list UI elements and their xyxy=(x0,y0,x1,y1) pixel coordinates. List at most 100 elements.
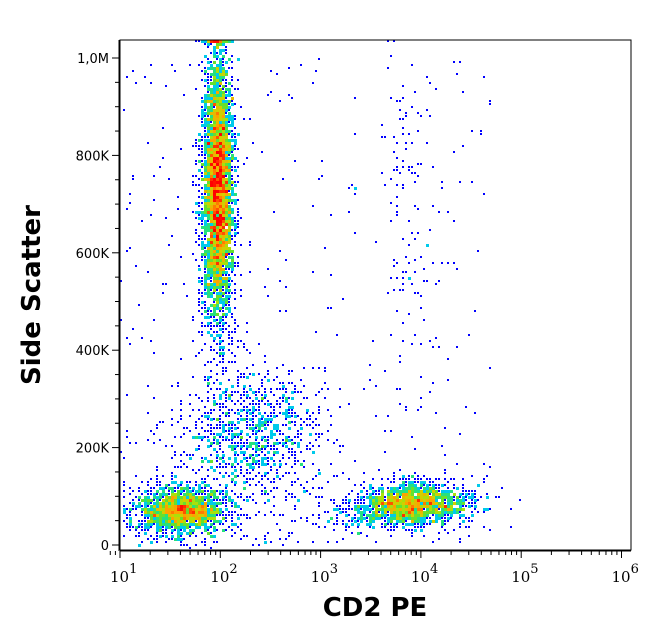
density-cell xyxy=(225,151,228,154)
density-cell xyxy=(156,538,158,540)
density-cell xyxy=(405,517,408,520)
density-cell xyxy=(225,265,228,268)
density-cell xyxy=(390,334,392,336)
density-cell xyxy=(303,466,305,468)
density-cell xyxy=(246,418,248,420)
density-cell xyxy=(234,184,237,187)
density-cell xyxy=(150,499,153,502)
density-cell xyxy=(276,448,278,450)
density-cell xyxy=(225,496,227,498)
density-cell xyxy=(288,409,290,411)
density-cell xyxy=(210,283,213,286)
density-cell xyxy=(252,418,254,420)
density-cell xyxy=(249,463,252,466)
density-cell xyxy=(147,493,149,495)
density-cell xyxy=(366,496,369,499)
density-cell xyxy=(222,262,225,265)
density-cell xyxy=(213,298,216,301)
density-cell xyxy=(258,463,260,465)
density-cell xyxy=(264,445,267,448)
density-cell xyxy=(225,241,228,244)
density-cell xyxy=(252,457,255,460)
density-cell xyxy=(297,436,299,438)
density-cell xyxy=(159,481,161,483)
density-cell xyxy=(216,58,218,60)
density-cell xyxy=(201,415,203,417)
density-cell xyxy=(432,487,435,490)
density-cell xyxy=(243,163,245,165)
density-cell xyxy=(165,505,168,508)
density-cell xyxy=(285,472,287,474)
density-cell xyxy=(249,517,251,519)
density-cell xyxy=(240,472,242,474)
density-cell xyxy=(249,388,252,391)
density-cell xyxy=(228,205,231,208)
density-cell xyxy=(210,148,213,151)
density-cell xyxy=(291,391,294,394)
density-cell xyxy=(444,496,447,499)
density-cell xyxy=(261,394,263,396)
density-cell xyxy=(168,499,171,502)
density-cell xyxy=(423,493,426,496)
density-cell xyxy=(249,436,251,438)
density-cell xyxy=(216,292,219,295)
density-cell xyxy=(222,301,225,304)
density-cell xyxy=(177,466,179,468)
density-cell xyxy=(180,508,183,511)
density-cell xyxy=(222,436,224,438)
density-cell xyxy=(351,508,353,510)
density-cell xyxy=(225,235,228,238)
density-cell xyxy=(204,274,207,277)
density-cell xyxy=(258,343,260,345)
density-cell xyxy=(216,79,219,82)
density-cell xyxy=(222,241,225,244)
density-cell xyxy=(348,514,350,516)
density-cell xyxy=(225,490,228,493)
density-cell xyxy=(405,529,407,531)
density-cell xyxy=(240,508,242,510)
density-cell xyxy=(255,394,257,396)
density-cell xyxy=(219,202,222,205)
density-cell xyxy=(378,499,381,502)
density-cell xyxy=(456,502,459,505)
density-cell xyxy=(183,508,186,511)
density-cell xyxy=(225,136,228,139)
density-cell xyxy=(402,514,405,517)
density-cell xyxy=(189,490,192,493)
density-cell xyxy=(222,391,225,394)
density-cell xyxy=(219,151,222,154)
density-cell xyxy=(198,244,200,246)
density-cell xyxy=(213,514,216,517)
density-cell xyxy=(366,493,368,495)
density-cell xyxy=(246,433,249,436)
density-cell xyxy=(165,520,168,523)
density-cell xyxy=(231,400,233,402)
density-cell xyxy=(195,142,197,144)
density-cell xyxy=(261,379,263,381)
density-cell xyxy=(366,517,368,519)
density-cell xyxy=(204,250,207,253)
density-cell xyxy=(264,475,266,477)
density-cell xyxy=(246,397,248,399)
density-cell xyxy=(429,499,432,502)
density-cell xyxy=(201,115,204,118)
density-cell xyxy=(189,487,191,489)
density-cell xyxy=(387,508,390,511)
density-cell xyxy=(213,508,216,511)
density-cell xyxy=(216,271,219,274)
density-cell xyxy=(222,361,224,363)
density-cell xyxy=(444,505,447,508)
density-cell xyxy=(201,502,204,505)
density-cell xyxy=(231,184,233,186)
density-cell xyxy=(369,526,371,528)
density-cell xyxy=(159,520,162,523)
density-cell xyxy=(222,358,224,360)
density-cell xyxy=(432,382,434,384)
density-cell xyxy=(423,319,425,321)
density-cell xyxy=(453,502,456,505)
density-cell xyxy=(402,478,404,480)
density-cell xyxy=(213,217,216,220)
density-cell xyxy=(327,409,329,411)
density-cell xyxy=(273,379,275,381)
density-cell xyxy=(135,82,137,84)
